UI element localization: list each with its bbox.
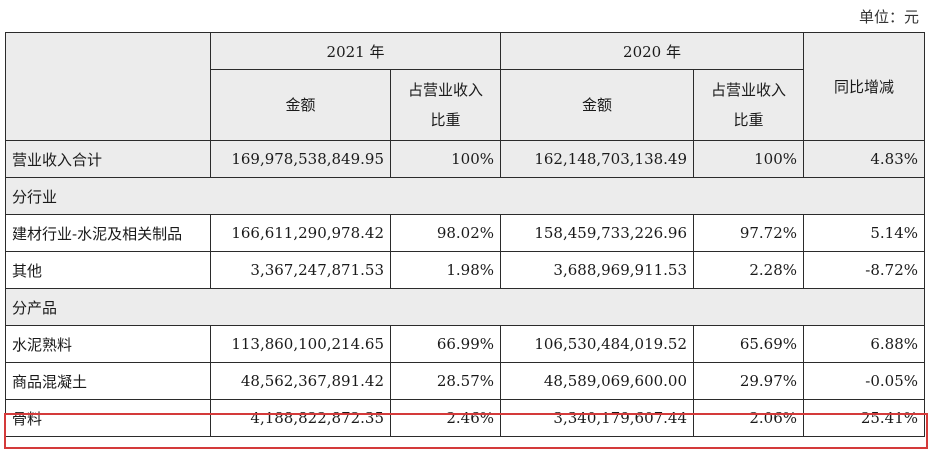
share-2020: 65.69% bbox=[693, 325, 805, 363]
row-label: 建材行业-水泥及相关制品 bbox=[5, 214, 211, 252]
yoy-change: -0.05% bbox=[803, 362, 926, 400]
amount-2020: 3,340,179,607.44 bbox=[500, 399, 695, 437]
section-label: 分行业 bbox=[4, 177, 926, 215]
share-2021: 28.57% bbox=[389, 362, 502, 400]
table-row: 商品混凝土 48,562,367,891.42 28.57% 48,589,06… bbox=[5, 362, 926, 400]
amount-2021: 4,188,822,872.35 bbox=[210, 399, 391, 437]
section-row-product: 分产品 bbox=[4, 288, 926, 326]
row-label: 骨料 bbox=[5, 399, 211, 437]
amount-2021: 3,367,247,871.53 bbox=[210, 251, 391, 289]
row-label: 商品混凝土 bbox=[5, 362, 211, 400]
amount-2021: 166,611,290,978.42 bbox=[210, 214, 391, 252]
header-share-line1: 占营业收入 bbox=[711, 81, 787, 99]
yoy-change: 4.83% bbox=[803, 140, 926, 178]
share-2020: 97.72% bbox=[693, 214, 805, 252]
header-share-2021: 占营业收入 比重 bbox=[389, 69, 502, 141]
table-row-highlighted: 骨料 4,188,822,872.35 2.46% 3,340,179,607.… bbox=[5, 399, 926, 437]
header-amount-2021: 金额 bbox=[210, 69, 391, 141]
header-amount-2020: 金额 bbox=[500, 69, 695, 141]
yoy-change: 6.88% bbox=[803, 325, 926, 363]
unit-label: 单位：元 bbox=[858, 8, 919, 26]
share-2020: 100% bbox=[693, 140, 805, 178]
header-yoy: 同比增减 bbox=[803, 32, 926, 141]
amount-2020: 162,148,703,138.49 bbox=[500, 140, 695, 178]
header-share-line2: 比重 bbox=[430, 111, 461, 129]
header-share-line1: 占营业收入 bbox=[408, 81, 484, 99]
share-2021: 66.99% bbox=[389, 325, 502, 363]
amount-2021: 169,978,538,849.95 bbox=[210, 140, 391, 178]
header-year-2020: 2020 年 bbox=[500, 32, 805, 70]
amount-2021: 48,562,367,891.42 bbox=[210, 362, 391, 400]
amount-2020: 158,459,733,226.96 bbox=[500, 214, 695, 252]
share-2020: 2.28% bbox=[693, 251, 805, 289]
amount-2020: 106,530,484,019.52 bbox=[500, 325, 695, 363]
table-row: 建材行业-水泥及相关制品 166,611,290,978.42 98.02% 1… bbox=[5, 214, 926, 252]
header-year-2021: 2021 年 bbox=[209, 32, 502, 70]
revenue-table: 2021 年 2020 年 同比增减 金额 占营业收入 比重 金额 占营业收入 … bbox=[4, 32, 926, 437]
share-2021: 98.02% bbox=[389, 214, 502, 252]
header-share-line2: 比重 bbox=[733, 111, 764, 129]
share-2021: 2.46% bbox=[389, 399, 502, 437]
header-blank-cell bbox=[5, 32, 211, 141]
header-row-years: 2021 年 2020 年 同比增减 bbox=[5, 32, 926, 141]
amount-2020: 48,589,069,600.00 bbox=[500, 362, 695, 400]
table-row: 其他 3,367,247,871.53 1.98% 3,688,969,911.… bbox=[5, 251, 926, 289]
total-row: 营业收入合计 169,978,538,849.95 100% 162,148,7… bbox=[5, 140, 926, 178]
amount-2020: 3,688,969,911.53 bbox=[500, 251, 695, 289]
row-label: 营业收入合计 bbox=[5, 140, 211, 178]
yoy-change: 25.41% bbox=[803, 399, 926, 437]
share-2020: 29.97% bbox=[693, 362, 805, 400]
section-label: 分产品 bbox=[4, 288, 926, 326]
header-row-columns: 金额 占营业收入 比重 金额 占营业收入 比重 bbox=[6, 69, 925, 141]
amount-2021: 113,860,100,214.65 bbox=[210, 325, 391, 363]
header-share-2020: 占营业收入 比重 bbox=[693, 69, 805, 141]
share-2021: 1.98% bbox=[389, 251, 502, 289]
yoy-change: -8.72% bbox=[803, 251, 926, 289]
yoy-change: 5.14% bbox=[803, 214, 926, 252]
table-row: 水泥熟料 113,860,100,214.65 66.99% 106,530,4… bbox=[5, 325, 926, 363]
share-2021: 100% bbox=[389, 140, 502, 178]
row-label: 其他 bbox=[5, 251, 211, 289]
row-label: 水泥熟料 bbox=[5, 325, 211, 363]
share-2020: 2.06% bbox=[693, 399, 805, 437]
section-row-industry: 分行业 bbox=[4, 177, 926, 215]
